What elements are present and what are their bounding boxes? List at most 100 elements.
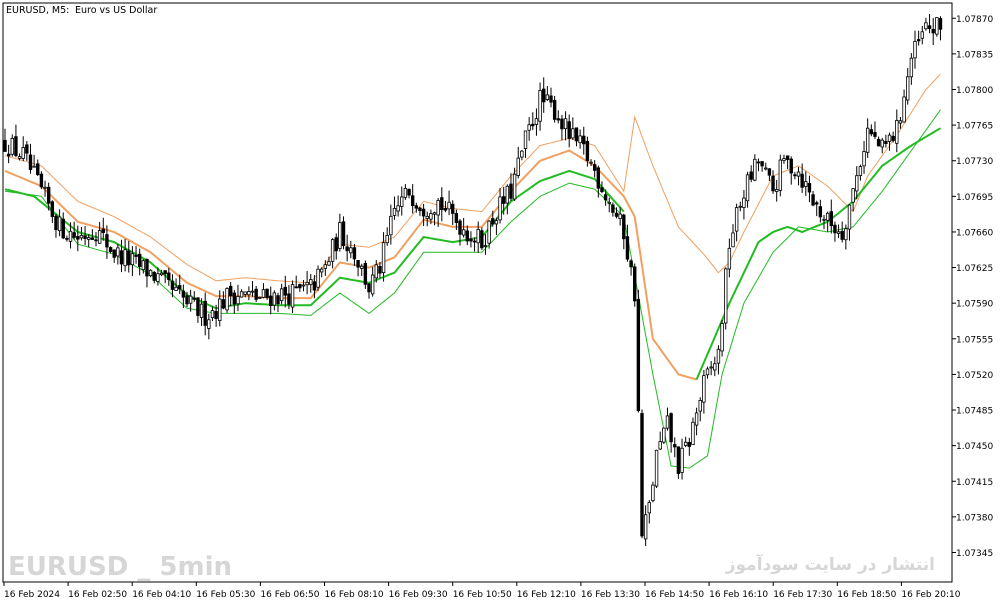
candle[interactable] xyxy=(261,283,266,299)
candle[interactable] xyxy=(6,144,11,164)
candle[interactable] xyxy=(421,204,426,226)
candle[interactable] xyxy=(341,216,346,250)
candle[interactable] xyxy=(724,267,728,330)
candle[interactable] xyxy=(258,296,262,299)
candle[interactable] xyxy=(938,16,943,41)
candle[interactable] xyxy=(673,437,677,458)
candle[interactable] xyxy=(137,248,142,276)
candle[interactable] xyxy=(17,153,22,161)
candle[interactable] xyxy=(72,221,76,240)
candle[interactable] xyxy=(913,30,917,69)
candle[interactable] xyxy=(876,136,881,147)
candle[interactable] xyxy=(764,162,768,171)
candle[interactable] xyxy=(101,217,105,241)
candle[interactable] xyxy=(116,243,120,265)
candle[interactable] xyxy=(501,186,506,215)
candle[interactable] xyxy=(931,17,935,46)
candle[interactable] xyxy=(571,117,575,140)
candle[interactable] xyxy=(396,195,400,217)
candle[interactable] xyxy=(476,221,480,253)
candle[interactable] xyxy=(276,292,280,313)
candle[interactable] xyxy=(174,278,178,291)
candle[interactable] xyxy=(414,202,419,213)
candle[interactable] xyxy=(760,161,764,172)
candle[interactable] xyxy=(676,446,681,479)
candle[interactable] xyxy=(927,14,932,34)
candle[interactable] xyxy=(720,319,724,357)
candle[interactable] xyxy=(338,213,342,252)
candle[interactable] xyxy=(651,481,655,503)
candle[interactable] xyxy=(330,238,335,269)
candle[interactable] xyxy=(79,226,84,241)
candle[interactable] xyxy=(43,180,47,197)
candle[interactable] xyxy=(247,286,251,301)
candle[interactable] xyxy=(534,108,539,136)
candle[interactable] xyxy=(804,171,808,196)
candle[interactable] xyxy=(851,188,855,212)
candle[interactable] xyxy=(134,246,138,264)
candle[interactable] xyxy=(494,217,499,235)
candle[interactable] xyxy=(360,263,364,276)
candle[interactable] xyxy=(665,407,670,431)
candle[interactable] xyxy=(669,412,673,453)
candle[interactable] xyxy=(611,202,615,217)
candle[interactable] xyxy=(836,224,841,239)
candle[interactable] xyxy=(25,141,29,161)
candle[interactable] xyxy=(887,132,892,151)
candle[interactable] xyxy=(385,227,389,246)
candle[interactable] xyxy=(36,159,40,176)
candle[interactable] xyxy=(745,171,750,208)
candle[interactable] xyxy=(618,207,622,226)
candle[interactable] xyxy=(94,232,98,247)
candle[interactable] xyxy=(483,234,488,255)
candle[interactable] xyxy=(203,292,207,336)
candle[interactable] xyxy=(159,269,164,277)
candle[interactable] xyxy=(891,131,895,143)
candle[interactable] xyxy=(782,154,786,164)
candle[interactable] xyxy=(520,149,524,161)
candle[interactable] xyxy=(622,213,626,250)
candle[interactable] xyxy=(800,163,804,193)
candle[interactable] xyxy=(39,171,44,190)
candle[interactable] xyxy=(218,290,222,327)
candle[interactable] xyxy=(683,436,688,448)
candle[interactable] xyxy=(523,130,528,158)
candle[interactable] xyxy=(935,17,939,37)
candle[interactable] xyxy=(298,283,302,292)
candle[interactable] xyxy=(403,184,408,200)
candle[interactable] xyxy=(378,262,382,279)
candle[interactable] xyxy=(509,173,513,202)
candle[interactable] xyxy=(796,166,801,186)
candle[interactable] xyxy=(130,246,135,277)
candle[interactable] xyxy=(367,283,371,299)
candle[interactable] xyxy=(163,270,167,284)
candle[interactable] xyxy=(410,184,415,214)
candle[interactable] xyxy=(734,203,739,242)
candle[interactable] xyxy=(334,233,338,260)
candle[interactable] xyxy=(363,260,368,289)
candle[interactable] xyxy=(454,209,459,231)
candle[interactable] xyxy=(785,155,790,170)
candle[interactable] xyxy=(105,225,109,259)
candle[interactable] xyxy=(847,203,852,241)
candle[interactable] xyxy=(833,221,837,242)
candle[interactable] xyxy=(629,259,633,276)
candle[interactable] xyxy=(807,175,812,203)
candle[interactable] xyxy=(702,370,706,414)
candle[interactable] xyxy=(574,127,579,147)
candle[interactable] xyxy=(392,196,397,220)
candle[interactable] xyxy=(582,126,586,155)
candle[interactable] xyxy=(214,304,218,327)
candle[interactable] xyxy=(250,281,255,297)
candle[interactable] xyxy=(778,154,783,197)
candle[interactable] xyxy=(767,168,772,182)
candle[interactable] xyxy=(305,270,309,295)
candle[interactable] xyxy=(552,95,557,123)
candle[interactable] xyxy=(356,259,360,277)
candle[interactable] xyxy=(906,68,910,105)
candle[interactable] xyxy=(145,258,149,288)
candle[interactable] xyxy=(349,240,353,259)
candle[interactable] xyxy=(254,285,258,302)
candle[interactable] xyxy=(469,231,473,248)
candle[interactable] xyxy=(873,121,877,139)
